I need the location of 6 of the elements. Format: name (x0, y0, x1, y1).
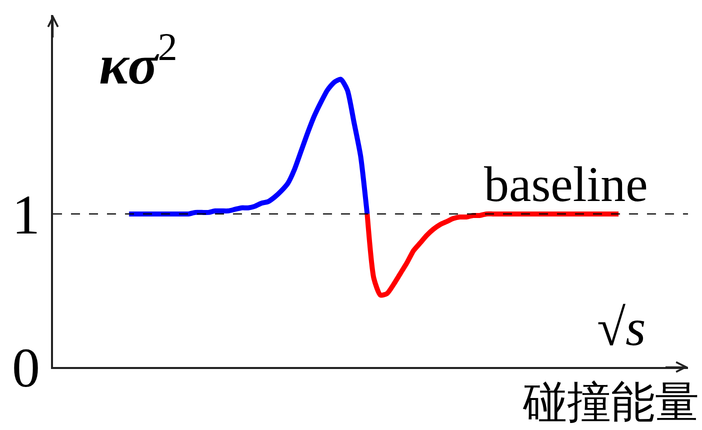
y-axis-title: κσ$^{2}$ (99, 26, 178, 97)
x-axis-title: 碰撞能量 (522, 378, 699, 427)
y-tick-label: 0 (12, 338, 40, 400)
y-tick-label: 1 (12, 184, 40, 247)
ref-line-label: baseline (484, 156, 648, 212)
annotation: √s (597, 300, 646, 357)
